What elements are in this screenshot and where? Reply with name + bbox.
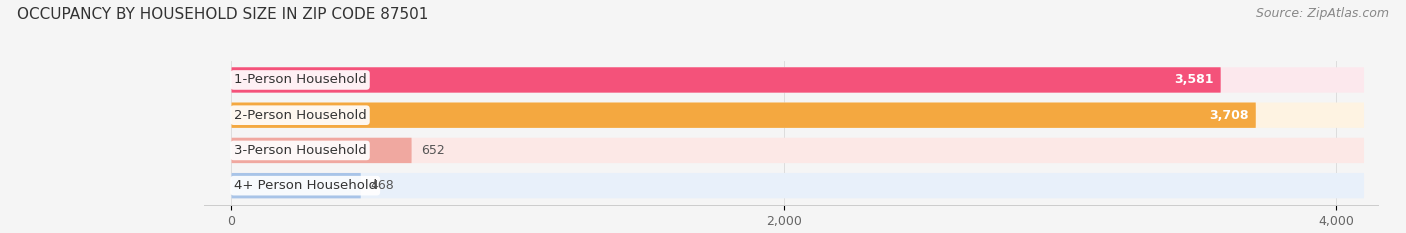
Text: 3,708: 3,708 — [1209, 109, 1249, 122]
Text: 652: 652 — [422, 144, 446, 157]
Text: 1-Person Household: 1-Person Household — [233, 73, 367, 86]
Text: Source: ZipAtlas.com: Source: ZipAtlas.com — [1256, 7, 1389, 20]
FancyBboxPatch shape — [232, 67, 1220, 93]
Text: 2-Person Household: 2-Person Household — [233, 109, 367, 122]
Text: 3,581: 3,581 — [1174, 73, 1213, 86]
FancyBboxPatch shape — [232, 173, 361, 198]
FancyBboxPatch shape — [232, 103, 1256, 128]
FancyBboxPatch shape — [232, 138, 412, 163]
Text: 468: 468 — [370, 179, 394, 192]
FancyBboxPatch shape — [232, 173, 1364, 198]
FancyBboxPatch shape — [232, 103, 1364, 128]
FancyBboxPatch shape — [232, 138, 1364, 163]
Text: 4+ Person Household: 4+ Person Household — [233, 179, 377, 192]
Text: 3-Person Household: 3-Person Household — [233, 144, 367, 157]
FancyBboxPatch shape — [232, 67, 1364, 93]
Text: OCCUPANCY BY HOUSEHOLD SIZE IN ZIP CODE 87501: OCCUPANCY BY HOUSEHOLD SIZE IN ZIP CODE … — [17, 7, 429, 22]
